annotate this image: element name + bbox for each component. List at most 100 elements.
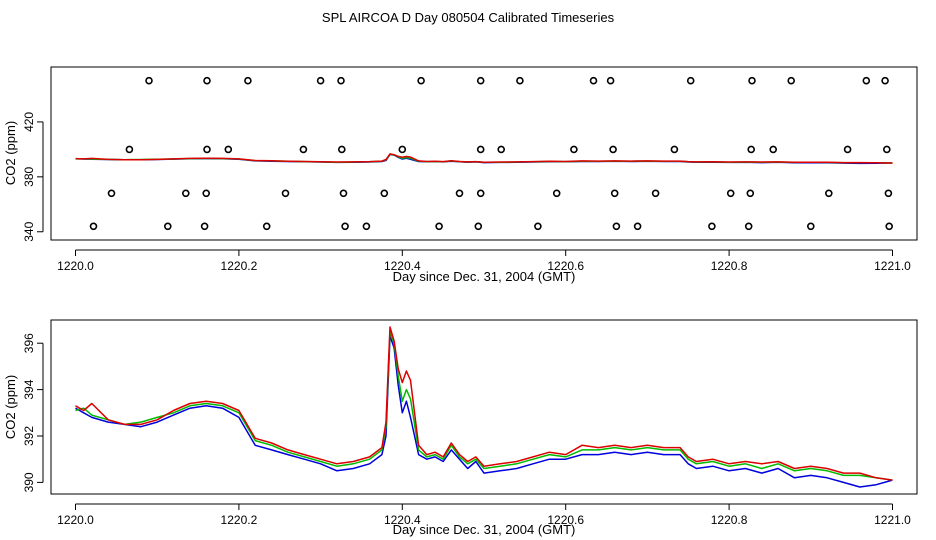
calibration-point <box>516 76 524 85</box>
calibration-point <box>610 189 619 198</box>
calibration-point <box>726 189 735 198</box>
bottom-series-red <box>75 326 893 481</box>
calibration-point <box>612 222 621 231</box>
bottom-x-tick-label: 1220.6 <box>547 513 584 527</box>
top-y-tick-label: 380 <box>22 167 36 187</box>
calibration-point <box>552 189 561 198</box>
bottom-y-tick-label: 394 <box>22 379 36 399</box>
calibration-point <box>281 189 290 198</box>
calibration-point <box>708 222 716 231</box>
bottom-y-tick-label: 396 <box>22 333 36 353</box>
calibration-point <box>476 145 485 154</box>
top-x-axis-label: Day since Dec. 31, 2004 (GMT) <box>393 269 576 284</box>
calibration-point <box>262 222 271 231</box>
calibration-point <box>609 145 617 154</box>
top-x-tick-label: 1221.0 <box>874 259 911 273</box>
bottom-x-tick-label: 1221.0 <box>874 513 911 527</box>
calibration-point <box>747 145 756 154</box>
calibration-point <box>200 222 209 231</box>
calibration-point <box>244 76 252 85</box>
calibration-point <box>337 145 346 154</box>
top-x-tick-label: 1220.8 <box>711 259 748 273</box>
bottom-series-green <box>75 330 893 481</box>
top-series-lines <box>75 153 893 165</box>
calibration-point <box>89 222 98 231</box>
calibration-point <box>474 222 483 231</box>
bottom-x-tick-label: 1220.4 <box>384 513 421 527</box>
calibration-point <box>746 189 755 198</box>
calibration-point <box>589 76 598 85</box>
calibration-point <box>107 189 116 198</box>
calibration-point <box>606 76 615 85</box>
top-x-tick-label: 1220.2 <box>221 259 258 273</box>
calibration-point <box>398 145 407 154</box>
bottom-y-axis-label: CO2 (ppm) <box>3 375 18 439</box>
calibration-point <box>862 76 871 85</box>
bottom-y-tick-label: 390 <box>22 472 36 492</box>
top-x-tick-label: 1220.6 <box>547 259 584 273</box>
calibration-point <box>769 145 778 154</box>
calibration-point <box>125 145 134 154</box>
calibration-point <box>476 76 485 85</box>
calibration-point <box>748 76 756 85</box>
bottom-x-tick-label: 1220.2 <box>221 513 258 527</box>
calibration-point <box>744 222 753 231</box>
top-x-tick-label: 1220.0 <box>57 259 94 273</box>
bottom-series-blue <box>75 335 893 488</box>
calibration-point <box>651 189 660 198</box>
calibration-point <box>224 145 233 154</box>
top-y-tick-label: 340 <box>22 221 36 241</box>
calibration-point <box>497 145 506 154</box>
top-y-tick-label: 420 <box>22 112 36 132</box>
calibration-point <box>299 145 308 154</box>
calibration-point <box>203 76 211 85</box>
calibration-point <box>341 222 349 231</box>
calibration-point <box>202 189 210 198</box>
calibration-point <box>362 222 371 231</box>
bottom-panel: 1220.0 1220.2 1220.4 1220.6 1220.8 1221.0 390… <box>3 319 918 537</box>
bottom-x-axis-label: Day since Dec. 31, 2004 (GMT) <box>393 522 576 537</box>
calibration-point <box>339 189 348 198</box>
calibration-point <box>164 222 172 231</box>
calibration-point <box>670 145 679 154</box>
bottom-y-axis: 390 392 394 396 <box>22 333 44 492</box>
top-x-axis: 1220.0 1220.2 1220.4 1220.6 1220.8 1221.0 <box>57 249 911 273</box>
calibration-point <box>145 76 153 85</box>
calibration-point <box>686 76 695 85</box>
calibration-point <box>337 76 345 85</box>
calibration-point <box>843 145 852 154</box>
calibration-point <box>882 145 891 154</box>
calibration-point <box>787 76 796 85</box>
calibration-point <box>182 189 190 198</box>
calibration-point <box>476 189 485 198</box>
calibration-point <box>633 222 642 231</box>
bottom-series-lines <box>75 326 893 488</box>
calibration-point <box>806 222 815 231</box>
calibration-point <box>316 76 325 85</box>
calibration-point <box>380 189 389 198</box>
calibration-point <box>881 76 889 85</box>
bottom-y-tick-label: 392 <box>22 426 36 446</box>
calibration-point <box>534 222 542 231</box>
top-series-red <box>75 153 893 164</box>
calibration-point <box>417 76 425 85</box>
calibration-point <box>824 189 833 198</box>
bottom-plot-frame <box>50 319 918 495</box>
calibration-point <box>570 145 578 154</box>
figure-title: SPL AIRCOA D Day 080504 Calibrated Times… <box>322 10 615 25</box>
bottom-x-axis: 1220.0 1220.2 1220.4 1220.6 1220.8 1221.0 <box>57 503 911 527</box>
top-y-axis: 340 380 420 <box>22 112 44 242</box>
calibration-point <box>884 189 893 198</box>
top-plot-frame <box>50 66 918 241</box>
top-x-tick-label: 1220.4 <box>384 259 421 273</box>
calibration-point <box>203 145 211 154</box>
top-panel: 1220.0 1220.2 1220.4 1220.6 1220.8 1221.0 340… <box>3 66 918 284</box>
calibration-point <box>885 222 894 231</box>
bottom-x-tick-label: 1220.0 <box>57 513 94 527</box>
bottom-x-tick-label: 1220.8 <box>711 513 748 527</box>
top-y-axis-label: CO2 (ppm) <box>3 121 18 185</box>
calibration-point <box>435 222 443 231</box>
top-calibration-points <box>89 76 894 231</box>
calibration-point <box>455 189 464 198</box>
